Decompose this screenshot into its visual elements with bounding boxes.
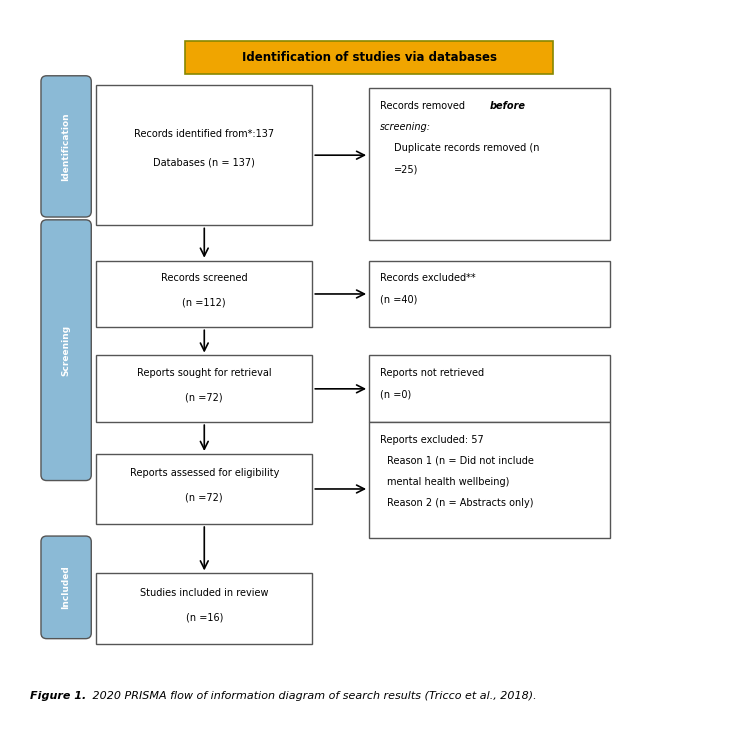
- Text: Records screened: Records screened: [161, 273, 247, 283]
- Text: Reason 1 (n = Did not include: Reason 1 (n = Did not include: [387, 456, 534, 466]
- Text: Records identified from*:137: Records identified from*:137: [134, 129, 275, 139]
- Bar: [96, 573, 312, 643]
- FancyBboxPatch shape: [41, 76, 92, 217]
- FancyBboxPatch shape: [41, 536, 92, 638]
- Text: Records removed: Records removed: [379, 101, 468, 111]
- Bar: [96, 356, 312, 422]
- Text: mental health wellbeing): mental health wellbeing): [387, 477, 509, 487]
- Text: Reports sought for retrieval: Reports sought for retrieval: [137, 368, 272, 378]
- Text: Reports assessed for eligibility: Reports assessed for eligibility: [130, 468, 279, 478]
- Bar: [184, 41, 554, 75]
- Text: Duplicate records removed (n: Duplicate records removed (n: [394, 143, 539, 153]
- Text: (n =72): (n =72): [185, 392, 223, 403]
- Bar: [96, 261, 312, 327]
- FancyBboxPatch shape: [41, 220, 92, 480]
- Bar: [96, 85, 312, 225]
- Text: Included: Included: [62, 566, 71, 609]
- Text: before: before: [489, 101, 525, 111]
- Text: Studies included in review: Studies included in review: [140, 588, 269, 597]
- Text: Identification of studies via databases: Identification of studies via databases: [241, 51, 497, 64]
- Text: (n =40): (n =40): [379, 294, 417, 305]
- Text: =25): =25): [394, 164, 418, 174]
- Text: Figure 1.: Figure 1.: [30, 691, 86, 701]
- Text: Databases (n = 137): Databases (n = 137): [154, 157, 255, 167]
- Text: Records excluded**: Records excluded**: [379, 273, 475, 283]
- Text: Reason 2 (n = Abstracts only): Reason 2 (n = Abstracts only): [387, 498, 534, 508]
- Text: (n =112): (n =112): [182, 298, 226, 307]
- Text: Reports excluded: 57: Reports excluded: 57: [379, 435, 483, 445]
- Text: Reports not retrieved: Reports not retrieved: [379, 368, 483, 378]
- Bar: [369, 422, 610, 538]
- Text: (n =0): (n =0): [379, 389, 411, 399]
- Text: (n =16): (n =16): [185, 612, 223, 622]
- Bar: [369, 356, 610, 422]
- Bar: [369, 261, 610, 327]
- Text: (n =72): (n =72): [185, 493, 223, 503]
- Bar: [96, 454, 312, 524]
- Bar: [369, 89, 610, 239]
- Text: 2020 PRISMA flow of information diagram of search results (Tricco et al., 2018).: 2020 PRISMA flow of information diagram …: [89, 691, 537, 701]
- Text: Identification: Identification: [62, 112, 71, 181]
- Text: screening:: screening:: [379, 122, 431, 132]
- Text: Screening: Screening: [62, 324, 71, 376]
